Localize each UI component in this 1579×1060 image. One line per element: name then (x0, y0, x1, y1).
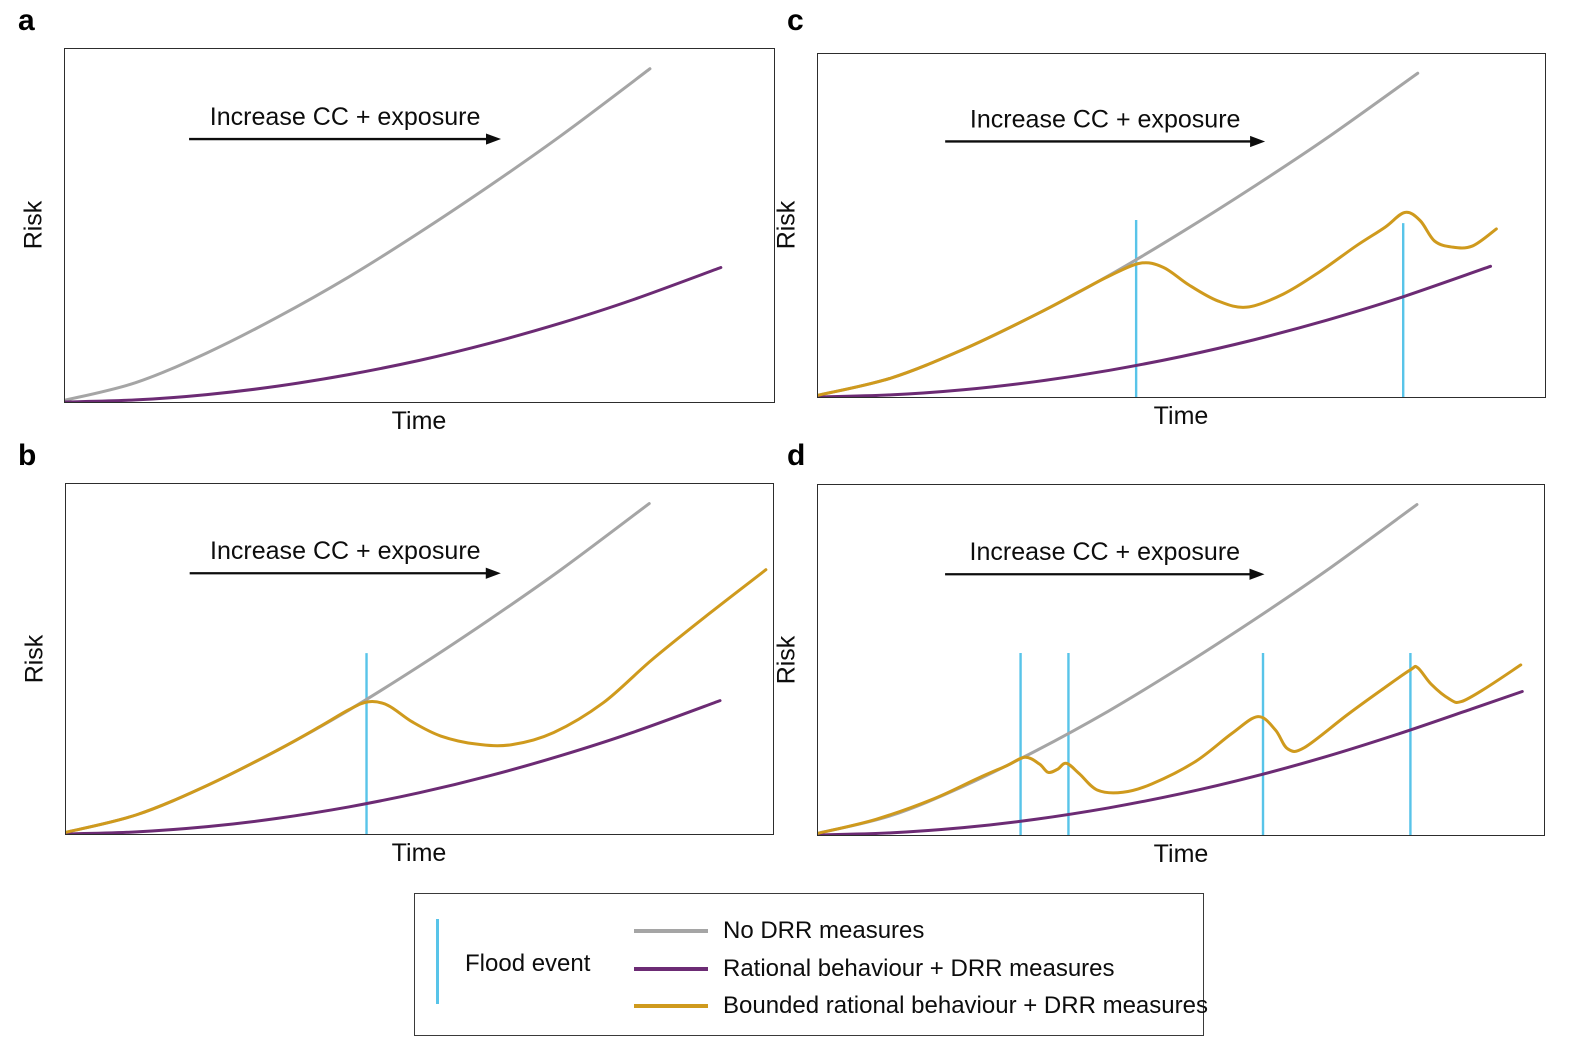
legend: Flood event No DRR measures Rational beh… (414, 893, 1208, 1036)
right-arrow-head-icon (485, 133, 502, 145)
panel-a-x-axis-label: Time (391, 407, 447, 435)
panel-b-letter: b (18, 439, 37, 472)
panel-b-y-axis-label: Risk (20, 634, 49, 684)
panel-c-letter: c (787, 4, 804, 37)
panel-a-plot-area: Increase CC + exposure (64, 48, 775, 403)
legend-entry-bounded-rational: Bounded rational behaviour + DRR measure… (634, 992, 1208, 1019)
panel-d-plot-area: Increase CC + exposure (817, 484, 1545, 836)
bounded-rational-curve (818, 210, 1498, 397)
flood-event-label: Flood event (465, 950, 591, 977)
panel-c-x-axis-label: Time (1153, 402, 1209, 430)
rational-curve (818, 689, 1524, 835)
rational-curve (818, 264, 1493, 397)
rational-label: Rational behaviour + DRR measures (723, 955, 1115, 982)
increase-cc-exposure-annotation: Increase CC + exposure (210, 537, 481, 565)
legend-entry-rational: Rational behaviour + DRR measures (634, 955, 1115, 982)
flood-event-line-swatch (436, 919, 439, 1004)
panel-d-y-axis-label: Risk (772, 635, 801, 685)
panel-a-y-axis-label: Risk (19, 200, 48, 250)
no-drr-label: No DRR measures (723, 917, 925, 944)
increase-cc-exposure-annotation: Increase CC + exposure (210, 103, 481, 131)
right-arrow-head-icon (485, 567, 501, 579)
right-arrow-head-icon (1250, 135, 1266, 148)
no-drr-curve (65, 67, 652, 402)
panel-c-plot-area: Increase CC + exposure (817, 53, 1546, 398)
bounded-rational-label: Bounded rational behaviour + DRR measure… (723, 992, 1208, 1019)
panel-d-letter: d (787, 439, 806, 472)
increase-cc-exposure-annotation: Increase CC + exposure (970, 106, 1241, 134)
bounded-rational-line-swatch (634, 1004, 708, 1008)
panel-b-plot-area: Increase CC + exposure (65, 483, 774, 835)
panel-d-chart: Increase CC + exposure (818, 503, 1524, 835)
bounded-rational-curve (818, 663, 1523, 835)
no-drr-line-swatch (634, 929, 708, 933)
bounded-rational-curve (66, 568, 768, 834)
rational-curve (65, 266, 723, 402)
panel-c-y-axis-label: Risk (772, 200, 801, 250)
rational-curve (66, 699, 722, 834)
panel-a-chart: Increase CC + exposure (65, 67, 723, 402)
panel-a-letter: a (18, 4, 35, 37)
rational-line-swatch (634, 967, 708, 971)
legend-entry-no-drr: No DRR measures (634, 917, 925, 944)
panel-c-chart: Increase CC + exposure (818, 71, 1498, 397)
right-arrow-head-icon (1249, 568, 1265, 580)
panel-d-x-axis-label: Time (1153, 840, 1209, 868)
panel-b-chart: Increase CC + exposure (66, 502, 768, 834)
panel-b-x-axis-label: Time (391, 839, 447, 867)
increase-cc-exposure-annotation: Increase CC + exposure (969, 538, 1240, 566)
